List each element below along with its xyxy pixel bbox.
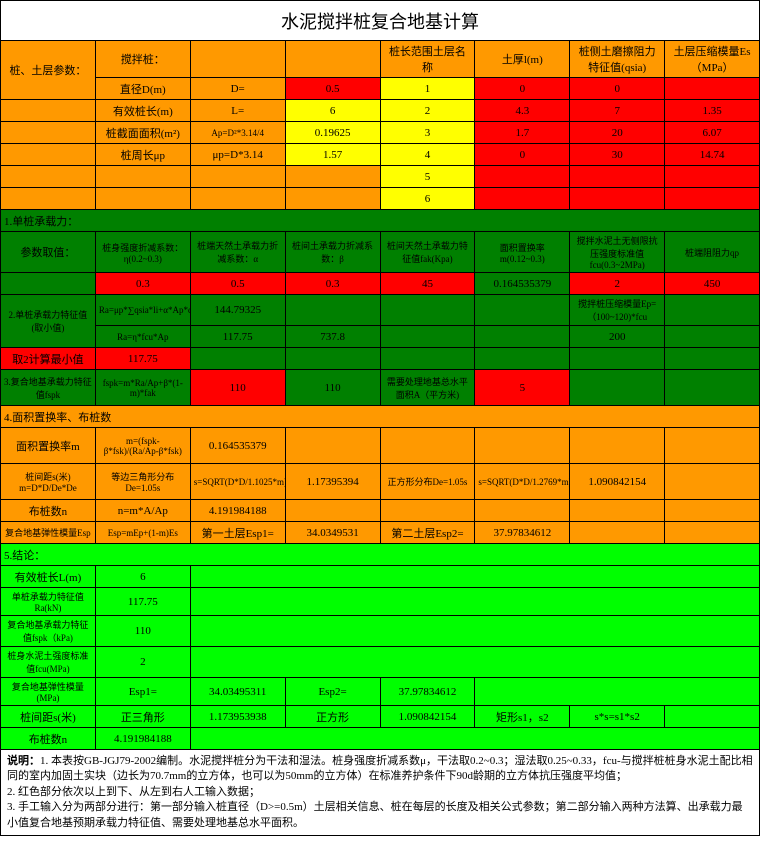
sec4-title: 4.面积置换率、布桩数: [1, 406, 760, 428]
notes: 说明：1. 本表按GB-JGJ79-2002编制。水泥搅拌桩分为干法和湿法。桩身…: [1, 750, 760, 836]
hdr-soil-names: 桩长范围土层名称: [380, 41, 475, 78]
title: 水泥搅拌桩复合地基计算: [1, 1, 760, 41]
diam-lbl: 直径D(m): [95, 78, 190, 100]
diam-val[interactable]: 0.5: [285, 78, 380, 100]
sec5-title: 5.结论：: [1, 544, 760, 566]
hdr-mixing: 搅拌桩：: [95, 41, 190, 78]
hdr-pile-params: 桩、土层参数：: [1, 41, 96, 100]
sec1-title: 1.单桩承载力：: [1, 210, 760, 232]
hdr-thick: 土厚l(m): [475, 41, 570, 78]
hdr-friction: 桩侧土磨擦阻力特征值(qsia): [570, 41, 665, 78]
calc-table: 水泥搅拌桩复合地基计算 桩、土层参数： 搅拌桩： 桩长范围土层名称 土厚l(m)…: [0, 0, 760, 836]
hdr-compress: 土层压缩模量Es（MPa）: [665, 41, 760, 78]
